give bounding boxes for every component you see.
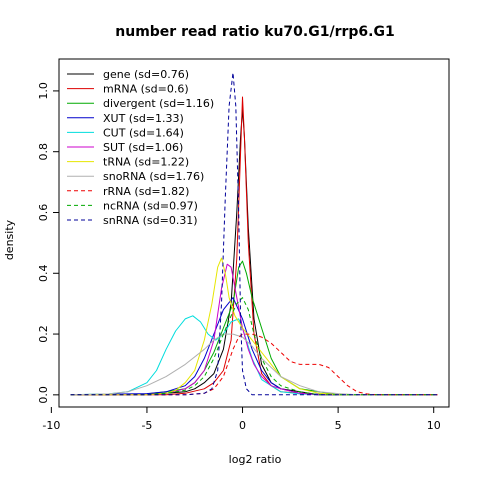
x-tick-label: -5 bbox=[141, 419, 152, 432]
axes: -10 -5 0 5 10 0.0 0.2 0.4 0.6 0.8 1.0 bbox=[37, 82, 441, 432]
x-tick-label: 0 bbox=[239, 419, 246, 432]
x-tick-label: 5 bbox=[335, 419, 342, 432]
legend: gene (sd=0.76) mRNA (sd=0.6)divergent (sd… bbox=[67, 68, 214, 227]
plot-frame bbox=[58, 58, 450, 408]
series-line-7 bbox=[70, 333, 438, 396]
y-tick-label: 0.2 bbox=[37, 325, 50, 343]
legend-label-0: gene (sd=0.76) bbox=[103, 68, 189, 81]
series-lines bbox=[70, 72, 438, 396]
series-line-5 bbox=[70, 263, 438, 396]
legend-label-5: SUT (sd=1.06) bbox=[103, 141, 183, 154]
legend-label-1: mRNA (sd=0.6) bbox=[103, 83, 189, 96]
y-axis-label: density bbox=[3, 219, 16, 260]
y-tick-label: 1.0 bbox=[37, 82, 50, 100]
y-tick-label: 0.8 bbox=[37, 143, 50, 161]
legend-label-2: divergent (sd=1.16) bbox=[103, 97, 214, 110]
chart-title: number read ratio ku70.G1/rrp6.G1 bbox=[115, 24, 394, 40]
legend-label-3: XUT (sd=1.33) bbox=[103, 112, 184, 125]
series-line-10 bbox=[70, 72, 438, 396]
legend-label-6: tRNA (sd=1.22) bbox=[103, 156, 189, 169]
legend-label-7: snoRNA (sd=1.76) bbox=[103, 170, 204, 183]
y-tick-label: 0.0 bbox=[37, 386, 50, 404]
x-axis-label: log2 ratio bbox=[229, 453, 282, 466]
series-line-6 bbox=[70, 257, 438, 396]
x-tick-label: 10 bbox=[427, 419, 441, 432]
legend-label-9: ncRNA (sd=0.97) bbox=[103, 199, 198, 212]
series-line-8 bbox=[70, 333, 438, 396]
legend-label-4: CUT (sd=1.64) bbox=[103, 126, 184, 139]
legend-label-10: snRNA (sd=0.31) bbox=[103, 214, 198, 227]
legend-label-8: rRNA (sd=1.82) bbox=[103, 185, 189, 198]
series-line-9 bbox=[70, 297, 438, 396]
y-tick-label: 0.4 bbox=[37, 265, 50, 283]
y-tick-label: 0.6 bbox=[37, 204, 50, 222]
x-tick-label: -10 bbox=[42, 419, 60, 432]
